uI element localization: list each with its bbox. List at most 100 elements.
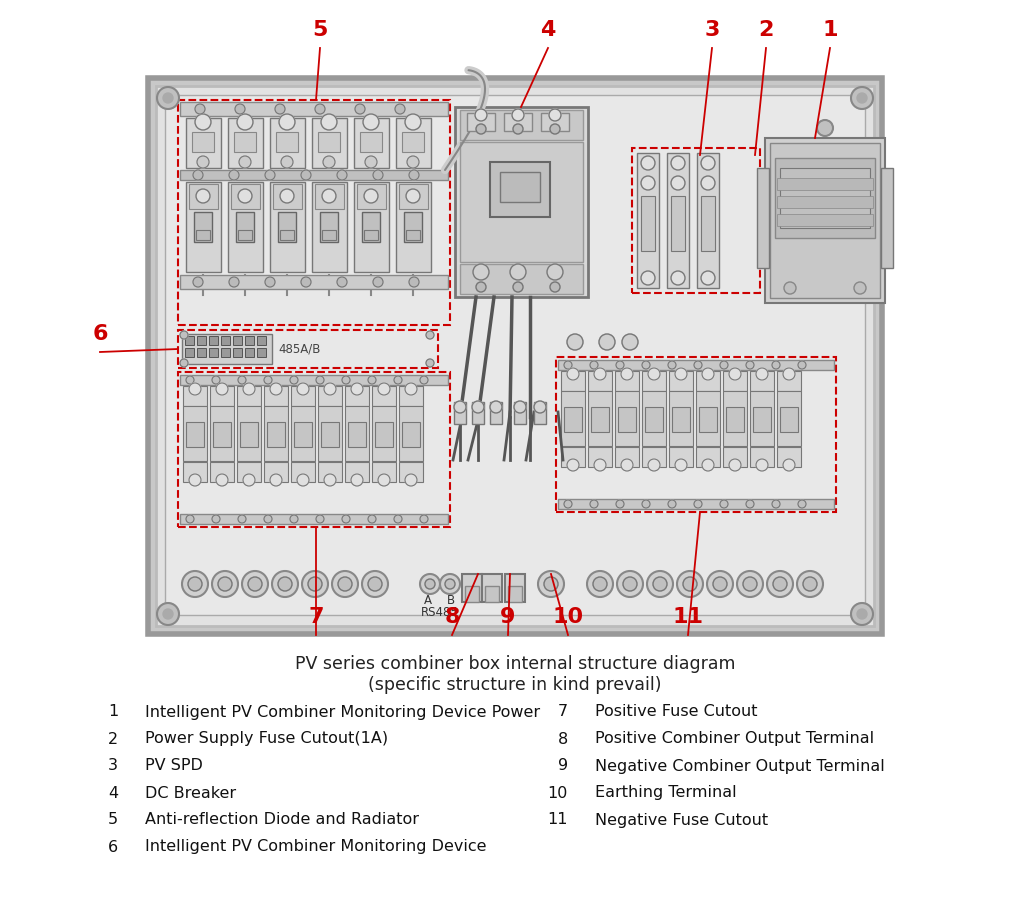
Circle shape [264,376,272,384]
Bar [165,95,865,615]
Circle shape [163,93,173,103]
Bar [245,348,254,357]
Text: 9: 9 [558,759,568,773]
Bar [291,386,315,406]
Bar [186,182,221,272]
Bar [765,138,885,303]
Circle shape [729,459,741,471]
Circle shape [702,459,714,471]
Circle shape [368,376,376,384]
Circle shape [365,156,377,168]
Bar [213,422,231,447]
Text: 6: 6 [93,324,108,344]
Circle shape [668,500,676,508]
Circle shape [394,376,402,384]
Bar [775,158,875,238]
Bar [354,118,389,168]
Bar [399,184,428,209]
Circle shape [803,577,817,591]
Bar [312,182,347,272]
Circle shape [683,577,697,591]
Bar [233,336,242,345]
Bar [180,514,448,524]
Bar [558,499,834,509]
Bar [780,407,798,432]
Circle shape [472,401,484,413]
Circle shape [671,156,685,170]
Bar [641,196,655,251]
Circle shape [197,156,209,168]
Circle shape [272,571,298,597]
Circle shape [180,359,188,367]
Text: DC Breaker: DC Breaker [145,786,236,800]
Text: 2: 2 [758,20,774,40]
Circle shape [798,500,806,508]
Bar [642,391,666,446]
Circle shape [746,361,754,369]
Circle shape [566,368,579,380]
Bar [312,118,347,168]
Bar [183,406,207,461]
Circle shape [378,474,390,486]
Bar [267,422,285,447]
Circle shape [238,189,252,203]
Circle shape [854,282,866,294]
Circle shape [594,459,606,471]
Bar [591,407,609,432]
Circle shape [772,577,787,591]
Bar [360,132,382,152]
Bar [780,168,870,228]
Circle shape [216,474,228,486]
Circle shape [265,277,275,287]
Circle shape [212,571,238,597]
Bar [726,407,744,432]
Circle shape [218,577,232,591]
Bar [399,386,423,406]
Bar [180,375,448,385]
Bar [485,586,499,602]
Circle shape [797,571,823,597]
Circle shape [851,87,873,109]
Circle shape [707,571,733,597]
Bar [696,371,720,391]
Circle shape [772,361,780,369]
Circle shape [701,176,715,190]
Bar [318,132,340,152]
Bar [667,153,689,288]
Bar [197,348,206,357]
Circle shape [641,176,655,190]
Circle shape [212,376,220,384]
Text: Negative Combiner Output Terminal: Negative Combiner Output Terminal [595,759,885,773]
Bar [490,402,502,424]
Text: Intelligent PV Combiner Monitoring Device: Intelligent PV Combiner Monitoring Devic… [145,840,486,855]
Circle shape [641,271,655,285]
Circle shape [195,114,211,130]
Bar [221,348,230,357]
Circle shape [193,170,203,180]
Bar [372,462,396,482]
Bar [504,113,533,131]
Circle shape [237,114,253,130]
Text: A    B: A B [424,593,455,607]
Circle shape [642,361,650,369]
Circle shape [593,577,607,591]
Circle shape [514,401,526,413]
Bar [642,371,666,391]
Bar [320,212,338,242]
Text: 4: 4 [541,20,556,40]
Bar [362,212,380,242]
Bar [276,132,298,152]
Circle shape [622,334,638,350]
Circle shape [746,500,754,508]
Text: Anti-reflection Diode and Radiator: Anti-reflection Diode and Radiator [145,813,419,827]
Circle shape [394,104,405,114]
Bar [148,78,882,634]
Circle shape [405,114,421,130]
Circle shape [297,474,309,486]
Circle shape [587,571,613,597]
Circle shape [394,515,402,523]
Text: 1: 1 [108,705,118,719]
Circle shape [242,571,268,597]
Bar [178,330,438,368]
Circle shape [616,361,624,369]
